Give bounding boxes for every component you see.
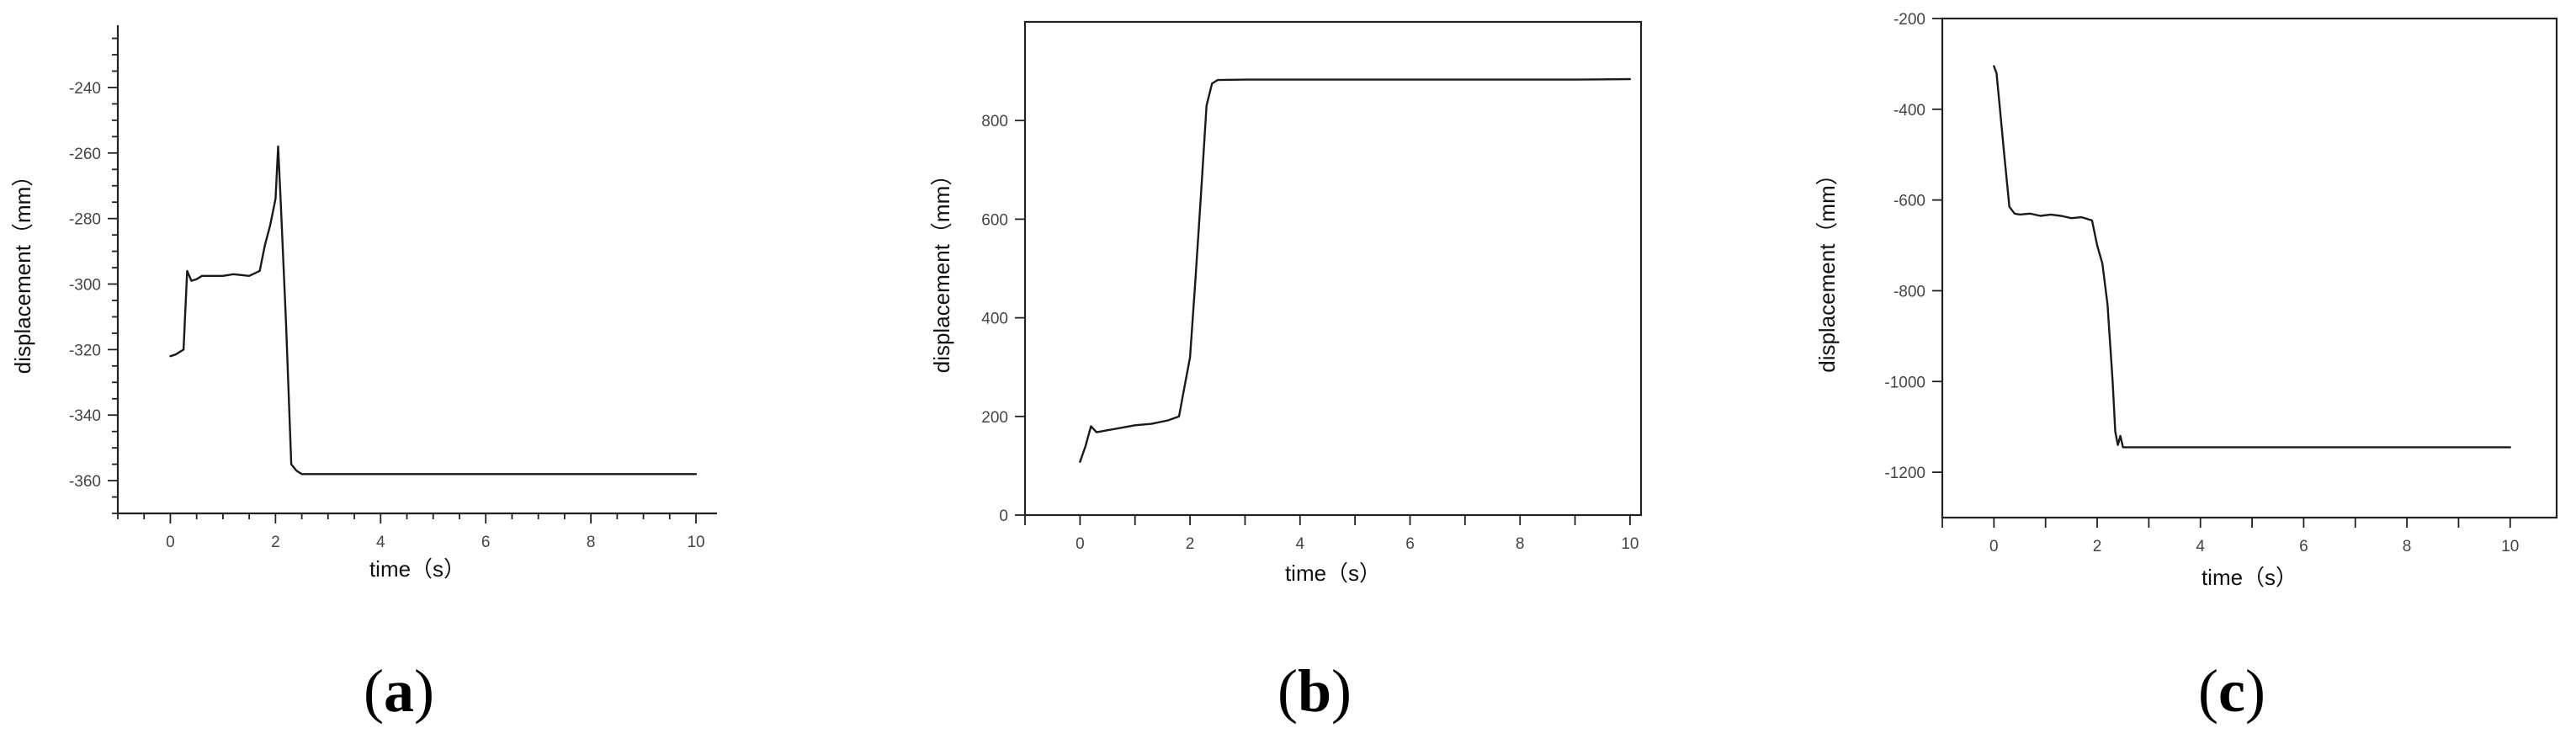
x-tick-label: 4 <box>376 534 385 551</box>
y-tick-label: -360 <box>69 473 101 491</box>
panel-label: (a) <box>364 657 434 725</box>
y-tick-label: -300 <box>69 277 101 295</box>
y-tick-label: -340 <box>69 407 101 425</box>
panel-label-part: c <box>2218 657 2245 725</box>
x-tick-label: 2 <box>2093 538 2102 555</box>
x-tick-label: 0 <box>166 534 175 551</box>
y-tick-label: 800 <box>981 113 1008 130</box>
y-tick-label: 600 <box>981 211 1008 229</box>
panel-label-part: ( <box>1277 657 1298 725</box>
panel-label-part: ) <box>414 657 434 725</box>
x-tick-label: 2 <box>1186 535 1195 553</box>
y-tick-label: -280 <box>69 211 101 229</box>
y-tick-label: 400 <box>981 311 1008 328</box>
x-tick-label: 6 <box>481 534 491 551</box>
y-tick-label: -240 <box>69 80 101 98</box>
x-tick-label: 2 <box>271 534 280 551</box>
y-tick-label: -200 <box>1893 11 1925 29</box>
series-line-0 <box>1993 65 2512 449</box>
x-axis-label: time（s） <box>2202 565 2297 590</box>
y-axis-label: displacement（mm） <box>929 164 954 374</box>
panel-label-part: ( <box>2198 657 2218 725</box>
y-tick-label: -1200 <box>1884 465 1925 482</box>
x-axis-label: time（s） <box>369 556 465 582</box>
x-tick-label: 10 <box>1621 535 1639 553</box>
panel-label-part: a <box>384 657 414 725</box>
x-tick-label: 6 <box>2299 538 2308 555</box>
panel-b-chart: 0 2 4 6 8 10 0 200 400 600 800 time（s） displacement（… <box>929 20 1643 725</box>
y-tick-label: -260 <box>69 146 101 163</box>
plot-frame <box>1023 20 1643 517</box>
panel-label-part: ) <box>2245 657 2265 725</box>
y-axis-label: displacement（mm） <box>10 165 35 375</box>
x-tick-label: 4 <box>1295 535 1304 553</box>
y-tick-label: -600 <box>1893 193 1925 210</box>
x-tick-label: 4 <box>2196 538 2205 555</box>
y-tick-label: 200 <box>981 409 1008 427</box>
x-tick-label: 6 <box>1405 535 1415 553</box>
x-tick-label: 8 <box>587 534 596 551</box>
x-tick-label: 10 <box>687 534 704 551</box>
x-tick-label: 8 <box>2403 538 2412 555</box>
y-tick-label: -400 <box>1893 102 1925 120</box>
panel-label: (b) <box>1277 657 1352 725</box>
x-tick-label: 0 <box>1076 535 1085 553</box>
x-tick-label: 10 <box>2501 538 2519 555</box>
x-tick-label: 0 <box>1989 538 1999 555</box>
panel-a-chart: 0 2 4 6 8 10 -360 -340 -320 -300 -280 -260 -240 time（… <box>10 25 717 725</box>
panel-label-part: ( <box>364 657 384 725</box>
y-tick-label: -800 <box>1893 283 1925 300</box>
y-tick-label: 0 <box>999 508 1008 525</box>
panel-label: (c) <box>2198 657 2265 725</box>
series-line-0 <box>1079 77 1632 463</box>
y-tick-label: -1000 <box>1884 374 1925 391</box>
panel-label-part: ) <box>1331 657 1352 725</box>
panel-c-chart: 0 2 4 6 8 10 -1200 -1000 -800 -600 -400 -200 time（s）… <box>1814 11 2558 725</box>
plot-frame <box>1941 17 2558 519</box>
panel-label-part: b <box>1298 657 1331 725</box>
x-axis-label: time（s） <box>1285 561 1381 586</box>
x-tick-label: 8 <box>1516 535 1525 553</box>
y-axis-label: displacement（mm） <box>1814 163 1840 373</box>
y-tick-label: -320 <box>69 342 101 359</box>
series-line-0 <box>169 145 698 476</box>
